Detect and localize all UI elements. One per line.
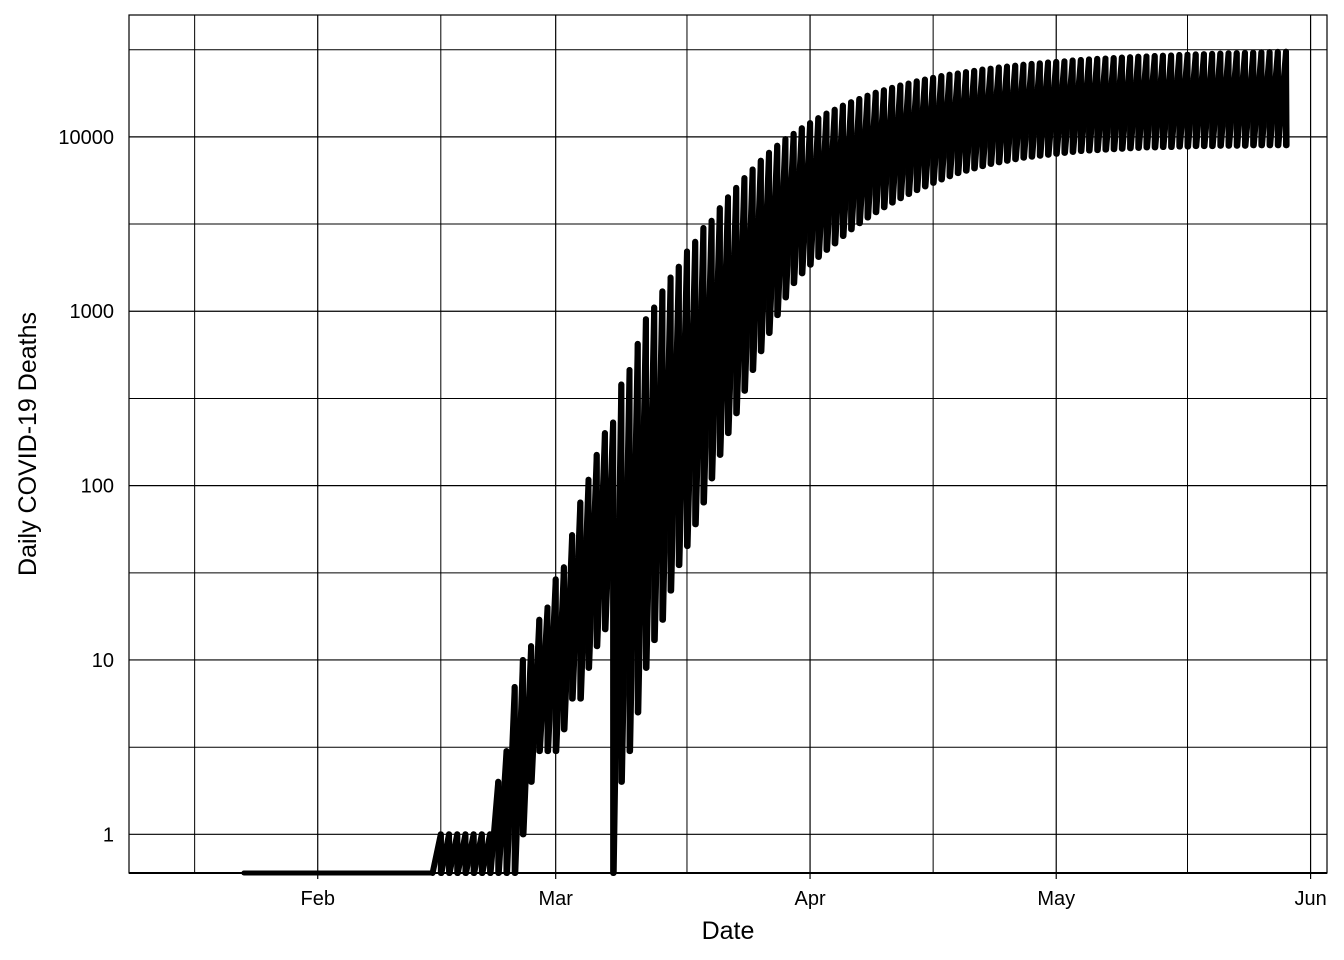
x-axis-title: Date [702, 917, 755, 945]
x-tick-label: Apr [794, 888, 825, 910]
y-tick-label: 1000 [70, 301, 115, 323]
x-tick-labels: Feb Mar Apr May Jun [300, 873, 1327, 910]
x-tick-label: Jun [1294, 888, 1326, 910]
y-tick-label: 1 [103, 824, 114, 846]
series-layer [241, 48, 1290, 876]
x-tick-label: Mar [538, 888, 573, 910]
y-tick-labels: 1 10 100 1000 10000 [58, 127, 114, 846]
x-tick-label: May [1037, 888, 1075, 910]
y-tick-label: 100 [81, 476, 114, 498]
y-tick-label: 10 [92, 650, 114, 672]
x-tick-label: Feb [300, 888, 334, 910]
y-axis-title: Daily COVID-19 Deaths [14, 312, 42, 576]
panel-background [128, 14, 1328, 874]
y-tick-label: 10000 [58, 127, 114, 149]
